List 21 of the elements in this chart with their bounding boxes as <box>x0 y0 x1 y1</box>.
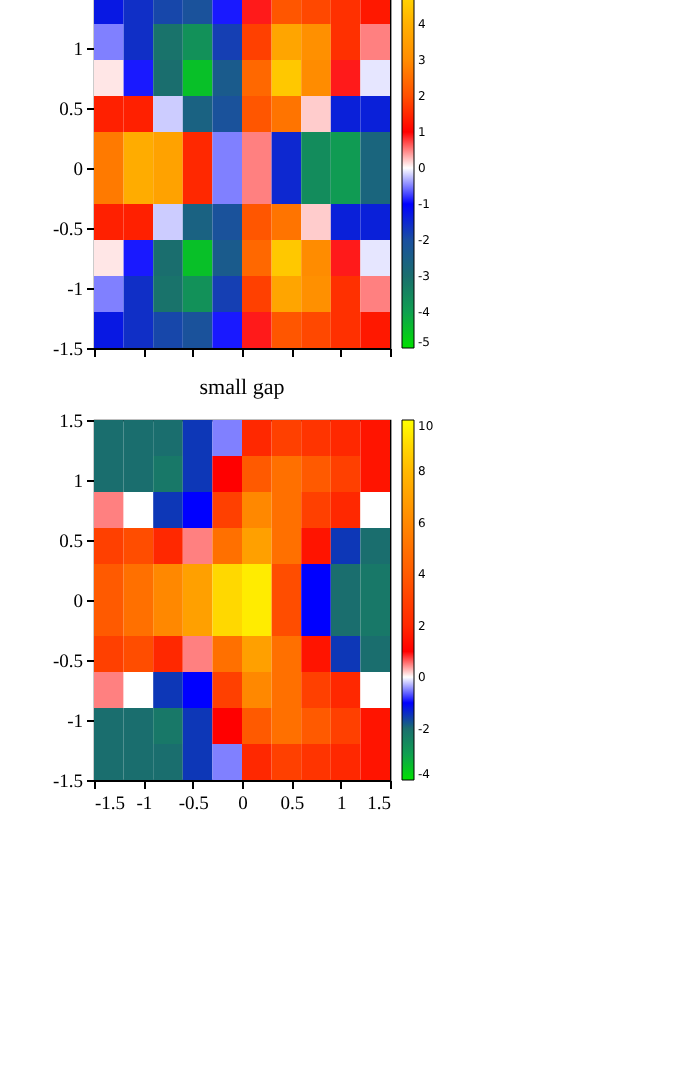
x-tick-label: 1 <box>336 795 347 815</box>
x-tick-label: -1 <box>136 795 153 815</box>
y-tick-label: -1 <box>67 713 84 733</box>
chart-title: small gap <box>199 376 286 400</box>
x-tick-label: 0 <box>238 795 249 815</box>
y-tick-label: 0.5 <box>59 101 84 121</box>
y-tick-label: 1 <box>73 473 84 493</box>
x-tick-label: -0.5 <box>178 795 210 815</box>
y-tick-label: -0.5 <box>52 221 84 241</box>
x-tick-label: -1.5 <box>95 795 126 815</box>
y-tick-label: 1 <box>73 41 84 61</box>
y-tick-label: -1.5 <box>52 773 84 793</box>
x-tick-label: 1.5 <box>367 795 392 815</box>
y-tick-label: 1.5 <box>59 413 84 433</box>
y-tick-label: 0 <box>73 593 84 613</box>
y-tick-label: 0 <box>73 161 84 181</box>
y-tick-label: 0.5 <box>59 533 84 553</box>
x-tick-label: 0.5 <box>280 795 305 815</box>
y-tick-label: -0.5 <box>52 653 84 673</box>
y-tick-label: -1.5 <box>52 341 84 361</box>
y-tick-label: -1 <box>67 281 84 301</box>
